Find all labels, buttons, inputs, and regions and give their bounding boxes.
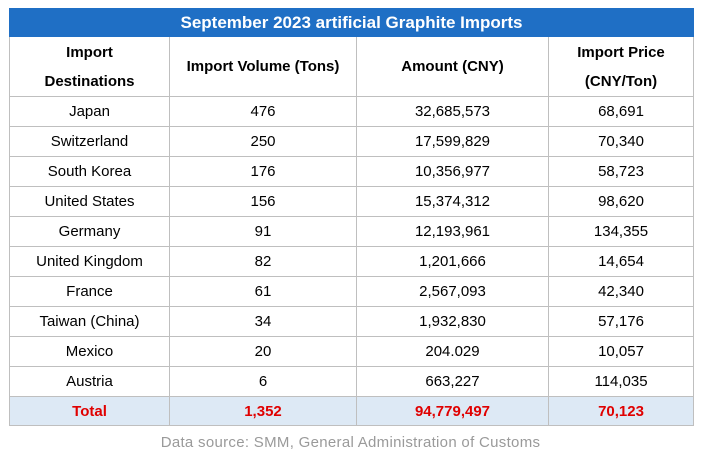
amount-cell: 204.029 [356,336,549,367]
price-cell: 42,340 [547,276,695,307]
amount-cell: 1,932,830 [356,306,549,337]
table-row: Germany 91 12,193,961 134,355 [9,216,695,247]
total-row: Total 1,352 94,779,497 70,123 [9,396,695,426]
total-label: Total [9,396,170,426]
table-title-row: September 2023 artificial Graphite Impor… [8,8,695,37]
volume-cell: 176 [169,156,357,187]
price-cell: 10,057 [547,336,695,367]
volume-cell: 61 [169,276,357,307]
price-cell: 134,355 [547,216,695,247]
destination-cell: Taiwan (China) [9,306,170,337]
column-header-price-line1: Import Price [577,43,665,61]
price-cell: 57,176 [547,306,695,337]
volume-cell: 6 [169,366,357,397]
column-header-amount: Amount (CNY) [356,36,549,97]
destination-cell: United Kingdom [9,246,170,277]
total-price: 70,123 [547,396,695,426]
table-row: France 61 2,567,093 42,340 [9,276,695,307]
table-row: United Kingdom 82 1,201,666 14,654 [9,246,695,277]
destination-cell: Germany [9,216,170,247]
amount-cell: 2,567,093 [356,276,549,307]
amount-cell: 10,356,977 [356,156,549,187]
volume-cell: 156 [169,186,357,217]
price-cell: 114,035 [547,366,695,397]
destination-cell: Japan [9,96,170,127]
table-header-row: Import Destinations Import Volume (Tons)… [9,36,695,97]
price-cell: 98,620 [547,186,695,217]
column-header-destinations-line2: Destinations [44,72,135,90]
volume-cell: 34 [169,306,357,337]
destination-cell: Austria [9,366,170,397]
table-row: Japan 476 32,685,573 68,691 [9,96,695,127]
volume-cell: 82 [169,246,357,277]
column-header-destinations-line1: Import [66,43,113,61]
column-header-price: Import Price (CNY/Ton) [547,36,695,97]
volume-cell: 250 [169,126,357,157]
destination-cell: United States [9,186,170,217]
table-row: South Korea 176 10,356,977 58,723 [9,156,695,187]
price-cell: 58,723 [547,156,695,187]
imports-table: September 2023 artificial Graphite Impor… [8,8,695,426]
amount-cell: 1,201,666 [356,246,549,277]
amount-cell: 12,193,961 [356,216,549,247]
destination-cell: Mexico [9,336,170,367]
amount-cell: 15,374,312 [356,186,549,217]
total-volume: 1,352 [169,396,357,426]
price-cell: 70,340 [547,126,695,157]
destination-cell: Switzerland [9,126,170,157]
column-header-destinations: Import Destinations [9,36,170,97]
table-row: Switzerland 250 17,599,829 70,340 [9,126,695,157]
destination-cell: South Korea [9,156,170,187]
destination-cell: France [9,276,170,307]
volume-cell: 91 [169,216,357,247]
total-amount: 94,779,497 [356,396,549,426]
column-header-price-line2: (CNY/Ton) [584,72,658,90]
imports-table-container: September 2023 artificial Graphite Impor… [8,8,695,426]
price-cell: 14,654 [547,246,695,277]
table-body: Japan 476 32,685,573 68,691 Switzerland 250 17… [9,96,695,397]
table-row: Taiwan (China) 34 1,932,830 57,176 [9,306,695,337]
column-header-volume: Import Volume (Tons) [169,36,357,97]
amount-cell: 17,599,829 [356,126,549,157]
table-row: Austria 6 663,227 114,035 [9,366,695,397]
price-cell: 68,691 [547,96,695,127]
table-title: September 2023 artificial Graphite Impor… [8,8,695,37]
volume-cell: 20 [169,336,357,367]
table-row: Mexico 20 204.029 10,057 [9,336,695,367]
amount-cell: 32,685,573 [356,96,549,127]
amount-cell: 663,227 [356,366,549,397]
data-source-note: Data source: SMM, General Administration… [160,434,541,451]
table-row: United States 156 15,374,312 98,620 [9,186,695,217]
volume-cell: 476 [169,96,357,127]
